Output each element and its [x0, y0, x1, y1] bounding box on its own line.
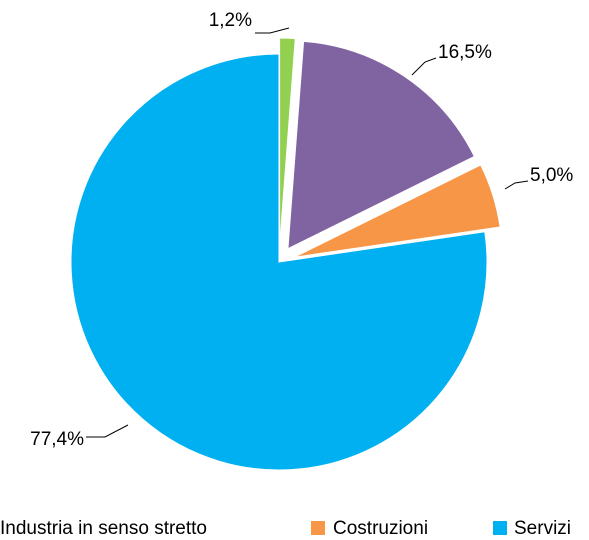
pie-slice	[287, 40, 476, 250]
data-label: 77,4%	[30, 429, 84, 450]
legend-label: Costruzioni	[333, 518, 428, 539]
legend-label: Servizi	[514, 518, 571, 539]
pie-slice	[294, 164, 501, 258]
pie-slice	[279, 37, 296, 247]
leader-line	[255, 27, 290, 34]
data-label: 16,5%	[438, 42, 492, 63]
leader-line	[411, 57, 437, 76]
pie-slice	[70, 53, 488, 471]
legend-marker	[311, 521, 325, 535]
data-label: 1,2%	[209, 10, 252, 31]
leader-line	[86, 424, 129, 438]
data-label: 5,0%	[530, 165, 573, 186]
leader-line	[504, 180, 529, 190]
legend-marker	[493, 521, 507, 535]
legend-label: Industria in senso stretto	[0, 518, 207, 539]
